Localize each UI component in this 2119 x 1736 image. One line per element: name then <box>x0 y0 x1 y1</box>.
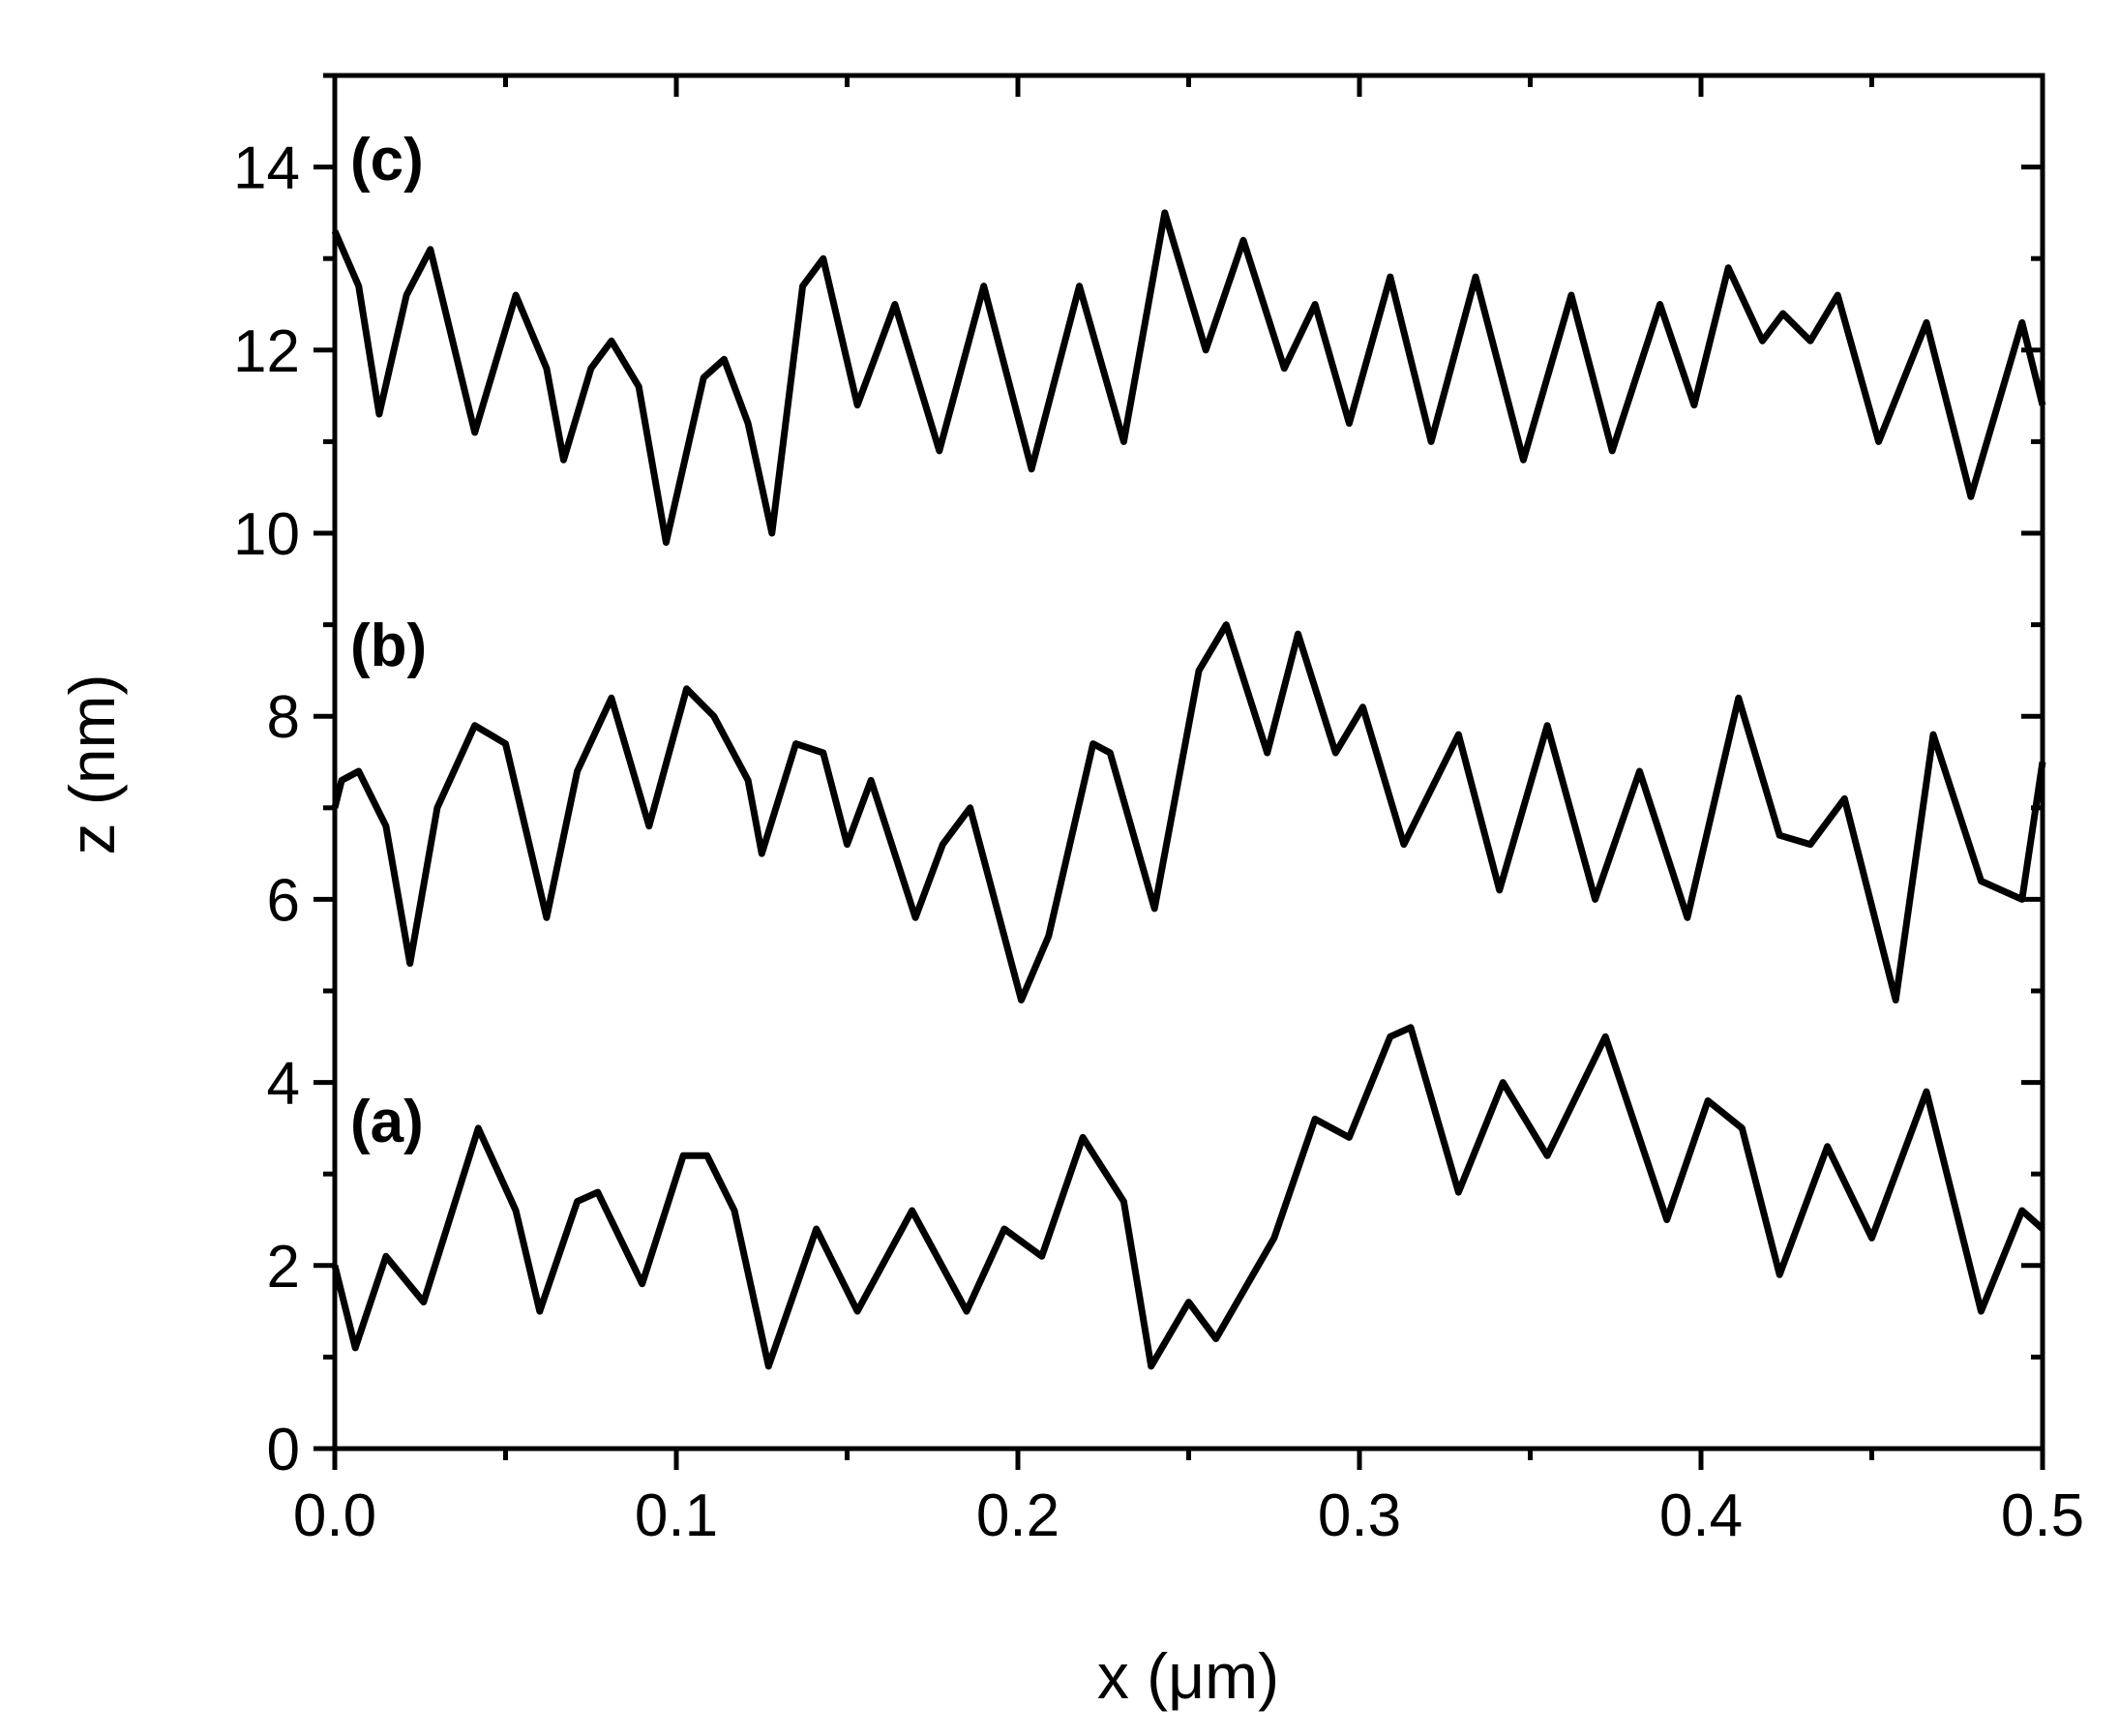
x-tick-label: 0.0 <box>293 1482 376 1549</box>
y-axis-label: z (nm) <box>56 674 128 855</box>
series-label: (b) <box>350 613 427 679</box>
y-tick-label: 4 <box>267 1051 300 1118</box>
x-tick-label: 0.3 <box>1318 1482 1401 1549</box>
series-line <box>331 209 2046 546</box>
series-line <box>331 1024 2045 1370</box>
y-tick-label: 2 <box>267 1234 300 1301</box>
y-tick-label: 0 <box>267 1417 300 1483</box>
plot-frame <box>332 73 2045 1452</box>
series-label: (c) <box>350 127 424 194</box>
x-axis-label: x (μm) <box>1097 1640 1279 1712</box>
series-line <box>331 621 2046 1003</box>
y-tick-label: 12 <box>233 318 300 385</box>
y-tick-label: 6 <box>267 867 300 934</box>
x-tick-label: 0.4 <box>1659 1482 1743 1549</box>
series-label: (a) <box>350 1089 424 1155</box>
y-tick-label: 8 <box>267 684 300 751</box>
x-tick-label: 0.5 <box>2001 1482 2084 1549</box>
y-tick-label: 10 <box>233 501 300 568</box>
x-tick-label: 0.1 <box>635 1482 718 1549</box>
x-tick-label: 0.2 <box>976 1482 1060 1549</box>
y-tick-label: 14 <box>233 135 300 202</box>
